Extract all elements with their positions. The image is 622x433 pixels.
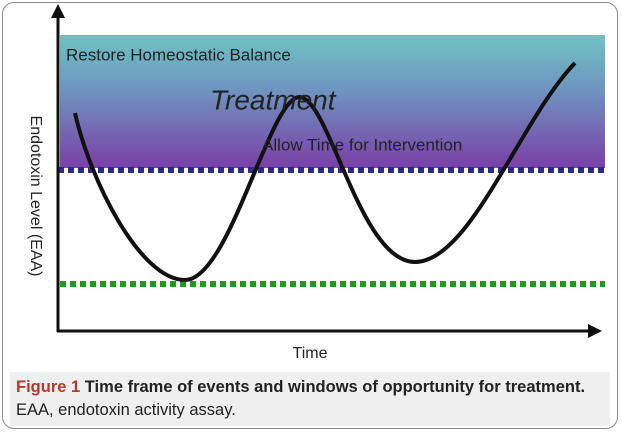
caption-label: Figure 1 [16, 378, 81, 396]
caption: Figure 1 Time frame of events and window… [10, 372, 610, 426]
center-label: Treatment [210, 84, 337, 115]
x-axis-label: Time [293, 345, 328, 362]
caption-text: EAA, endotoxin activity assay. [16, 401, 236, 419]
bottom-label: Allow Time for Intervention [262, 135, 462, 154]
caption-title: Time frame of events and windows of oppo… [84, 378, 586, 396]
x-axis-arrow [588, 324, 602, 338]
top-label: Restore Homeostatic Balance [66, 45, 291, 64]
y-axis-arrow [51, 4, 65, 18]
figure-frame [2, 2, 618, 429]
endotoxin-curve [73, 61, 577, 283]
diagram: Restore Homeostatic Balance Treatment Al… [27, 4, 605, 362]
y-axis-label: Endotoxin Level (EAA) [27, 116, 44, 277]
